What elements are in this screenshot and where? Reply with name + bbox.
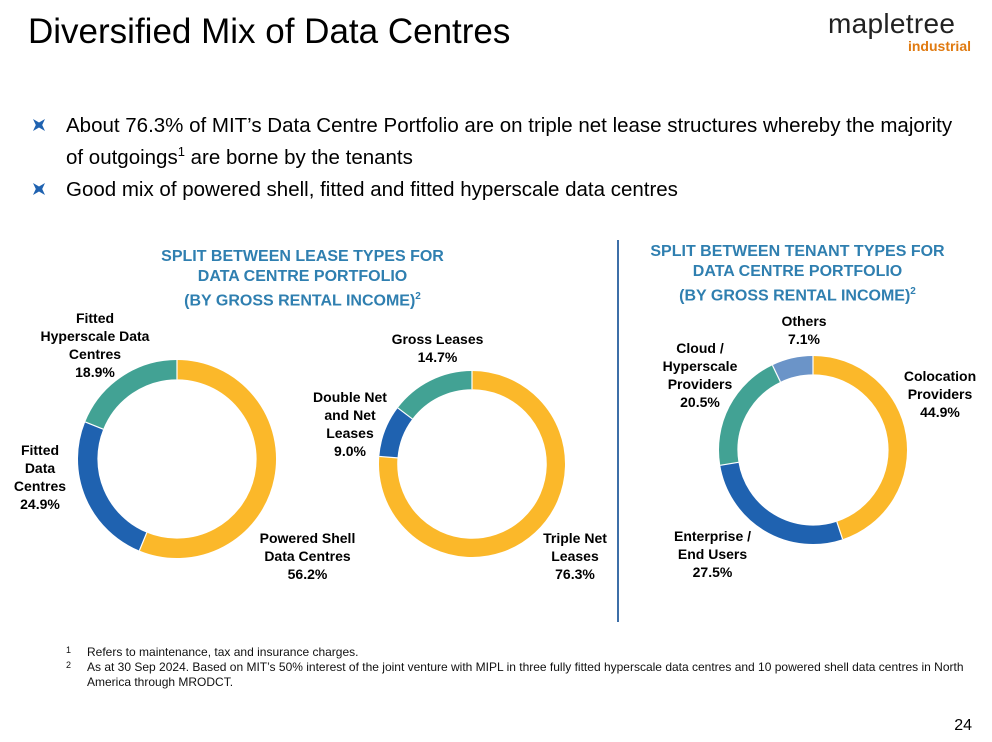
bullet-text: Good mix of powered shell, fitted and fi… (66, 177, 678, 201)
bullet-item: About 76.3% of MIT’s Data Centre Portfol… (30, 113, 970, 171)
slice-label-triple-net: Triple Net Leases 76.3% (543, 530, 607, 582)
page-number: 24 (954, 717, 972, 734)
slice-label-powered-shell: Powered Shell Data Centres 56.2% (259, 530, 356, 582)
logo-wordmark: mapletree (828, 8, 956, 39)
slice-label-colocation: Colocation Providers 44.9% (903, 368, 977, 420)
slice-label-cloud-hyperscale: Cloud / Hyperscale Providers 20.5% (662, 340, 738, 410)
donut-slice-others (772, 356, 814, 382)
bullet-text-cont: are borne by the tenants (184, 145, 413, 169)
slice-separator (379, 455, 398, 459)
bullet-star-icon (33, 182, 45, 195)
slice-label-fitted-hyperscale: Fitted Hyperscale Data Centres 18.9% (40, 310, 150, 380)
donut-slice-cloud-hyperscale-providers (719, 365, 781, 466)
bullet-star-icon (33, 119, 45, 131)
footnote-ref: 1 (177, 144, 185, 159)
slice-label-fitted-data-centres: Fitted Data Centres 24.9% (13, 442, 67, 512)
footnote-2: 2 As at 30 Sep 2024. Based on MIT’s 50% … (66, 660, 964, 689)
slice-separator (84, 421, 104, 430)
section-divider (617, 240, 619, 622)
slice-label-others: Others 7.1% (781, 313, 827, 347)
slice-separator (836, 521, 844, 540)
lease-split-title: SPLIT BETWEEN LEASE TYPES FOR DATA CENTR… (161, 248, 444, 310)
slice-separator (397, 407, 413, 420)
donut-slice-double-net-and-net-leases (379, 407, 413, 459)
building-type-donut-chart (78, 360, 276, 558)
donut-slice-enterprise-end-users (720, 462, 843, 544)
lease-type-donut-chart (379, 371, 565, 557)
slice-label-gross-leases: Gross Leases 14.7% (391, 331, 484, 365)
tenant-split-title: SPLIT BETWEEN TENANT TYPES FOR DATA CENT… (650, 243, 945, 305)
bullet-item: Good mix of powered shell, fitted and fi… (30, 177, 970, 203)
slice-separator (771, 364, 781, 383)
slice-separator (138, 532, 148, 551)
tenant-type-donut-chart (719, 356, 907, 544)
donut-slice-fitted-data-centres (78, 421, 148, 551)
footnote-1: 1 Refers to maintenance, tax and insuran… (66, 645, 359, 659)
bullet-text: About 76.3% of MIT’s Data Centre Portfol… (66, 114, 953, 169)
slice-label-enterprise: Enterprise / End Users 27.5% (673, 528, 752, 580)
page-title: Diversified Mix of Data Centres (28, 12, 511, 51)
slice-label-double-net: Double Net and Net Leases 9.0% (313, 389, 387, 459)
slice-separator (720, 461, 739, 466)
donut-slice-powered-shell-data-centres (139, 360, 276, 558)
bullet-list: About 76.3% of MIT’s Data Centre Portfol… (30, 113, 970, 209)
donut-slice-fitted-hyperscale-data-centres (85, 360, 178, 430)
mapletree-logo: mapletree industrial (828, 8, 973, 56)
logo-subtext: industrial (907, 38, 971, 54)
donut-slice-triple-net-leases (379, 371, 565, 557)
donut-slice-gross-leases (397, 371, 473, 420)
donut-slice-colocation-providers (812, 356, 907, 540)
